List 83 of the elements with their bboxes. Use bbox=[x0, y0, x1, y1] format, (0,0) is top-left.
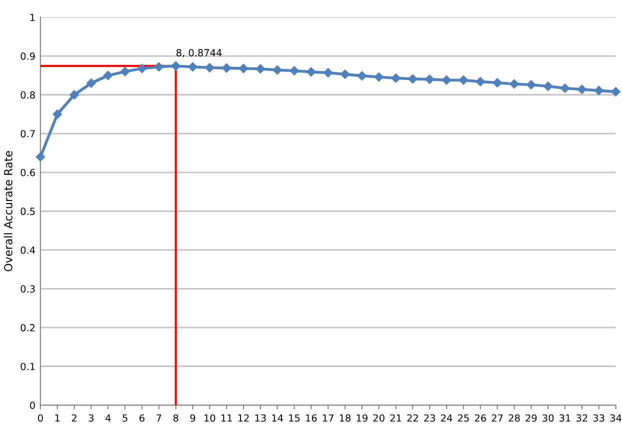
x-tick-label: 27 bbox=[492, 414, 503, 422]
point bbox=[120, 66, 130, 76]
x-tick-label: 10 bbox=[204, 414, 216, 422]
y-tick-label: 0.9 bbox=[20, 52, 35, 60]
point bbox=[374, 72, 384, 82]
point bbox=[560, 84, 570, 93]
point bbox=[391, 74, 400, 83]
x-tick-label: 31 bbox=[560, 414, 570, 422]
x-tick-label: 25 bbox=[458, 414, 469, 422]
point bbox=[36, 152, 46, 162]
point bbox=[86, 78, 96, 88]
point bbox=[442, 75, 452, 85]
point bbox=[70, 90, 79, 100]
x-tick-label: 17 bbox=[322, 414, 334, 422]
x-tick-label: 21 bbox=[390, 414, 402, 422]
y-tick-label: 0.4 bbox=[20, 246, 36, 254]
x-tick-label: 3 bbox=[88, 414, 94, 422]
point bbox=[256, 64, 266, 74]
point bbox=[205, 63, 214, 72]
point bbox=[408, 74, 418, 84]
point bbox=[137, 64, 147, 74]
point bbox=[340, 70, 350, 79]
x-tick-label: 26 bbox=[474, 414, 486, 422]
x-tick-label: 32 bbox=[576, 414, 588, 422]
point bbox=[594, 86, 604, 96]
x-tick-label: 22 bbox=[407, 414, 418, 422]
point bbox=[103, 70, 113, 80]
x-tick-label: 1 bbox=[55, 414, 60, 422]
x-tick-label: 15 bbox=[289, 414, 300, 422]
point bbox=[188, 62, 198, 72]
x-tick-label: 4 bbox=[106, 414, 111, 422]
x-tick-label: 9 bbox=[190, 414, 196, 422]
point bbox=[222, 63, 232, 73]
x-tick-label: 30 bbox=[542, 414, 554, 422]
y-tick-label: 0.7 bbox=[20, 130, 35, 138]
x-tick-label: 13 bbox=[255, 414, 266, 422]
x-tick-label: 6 bbox=[140, 414, 144, 422]
point bbox=[510, 79, 519, 89]
x-tick-label: 24 bbox=[441, 414, 452, 422]
point bbox=[476, 77, 486, 86]
x-tick-label: 33 bbox=[593, 414, 604, 422]
point bbox=[611, 87, 620, 96]
x-tick-label: 20 bbox=[373, 414, 384, 422]
point bbox=[577, 84, 587, 94]
x-tick-label: 18 bbox=[340, 414, 351, 422]
x-tick-label: 16 bbox=[306, 414, 317, 422]
x-tick-label: 12 bbox=[238, 414, 249, 422]
y-tick-label: 0.5 bbox=[20, 208, 35, 216]
point bbox=[425, 74, 434, 84]
point bbox=[492, 78, 502, 88]
y-axis-title: Overall Accurate Rate bbox=[4, 151, 12, 272]
x-tick-label: 23 bbox=[424, 414, 436, 422]
point bbox=[154, 62, 164, 72]
y-tick-label: 0.8 bbox=[20, 91, 35, 99]
y-tick-label: 0.2 bbox=[20, 324, 35, 332]
point bbox=[543, 82, 553, 91]
y-tick-label: 1 bbox=[30, 14, 35, 21]
x-tick-label: 28 bbox=[508, 414, 520, 422]
annotation: 8, 0.8744 bbox=[176, 49, 222, 58]
y-tick-label: 0.6 bbox=[20, 168, 35, 176]
point bbox=[171, 61, 180, 71]
point bbox=[357, 71, 367, 80]
x-tick-label: 19 bbox=[356, 414, 368, 422]
y-tick-label: 0.3 bbox=[20, 285, 35, 293]
point bbox=[52, 110, 62, 119]
x-tick-label: 5 bbox=[122, 414, 128, 422]
x-tick-label: 11 bbox=[221, 414, 232, 422]
point bbox=[272, 65, 282, 75]
point bbox=[290, 66, 299, 76]
x-tick-label: 29 bbox=[526, 414, 537, 422]
x-tick-label: 14 bbox=[272, 414, 283, 422]
point bbox=[238, 64, 248, 74]
x-tick-label: 2 bbox=[72, 414, 76, 422]
y-tick-label: 0 bbox=[30, 402, 35, 409]
point bbox=[526, 80, 536, 90]
x-tick-label: 7 bbox=[156, 414, 162, 422]
point bbox=[323, 68, 333, 78]
x-tick-label: 34 bbox=[610, 414, 622, 422]
point bbox=[306, 67, 316, 77]
point bbox=[458, 75, 468, 85]
x-tick-label: 0 bbox=[38, 414, 43, 422]
y-tick-label: 0.1 bbox=[20, 362, 35, 370]
x-tick-label: 8 bbox=[173, 414, 178, 422]
